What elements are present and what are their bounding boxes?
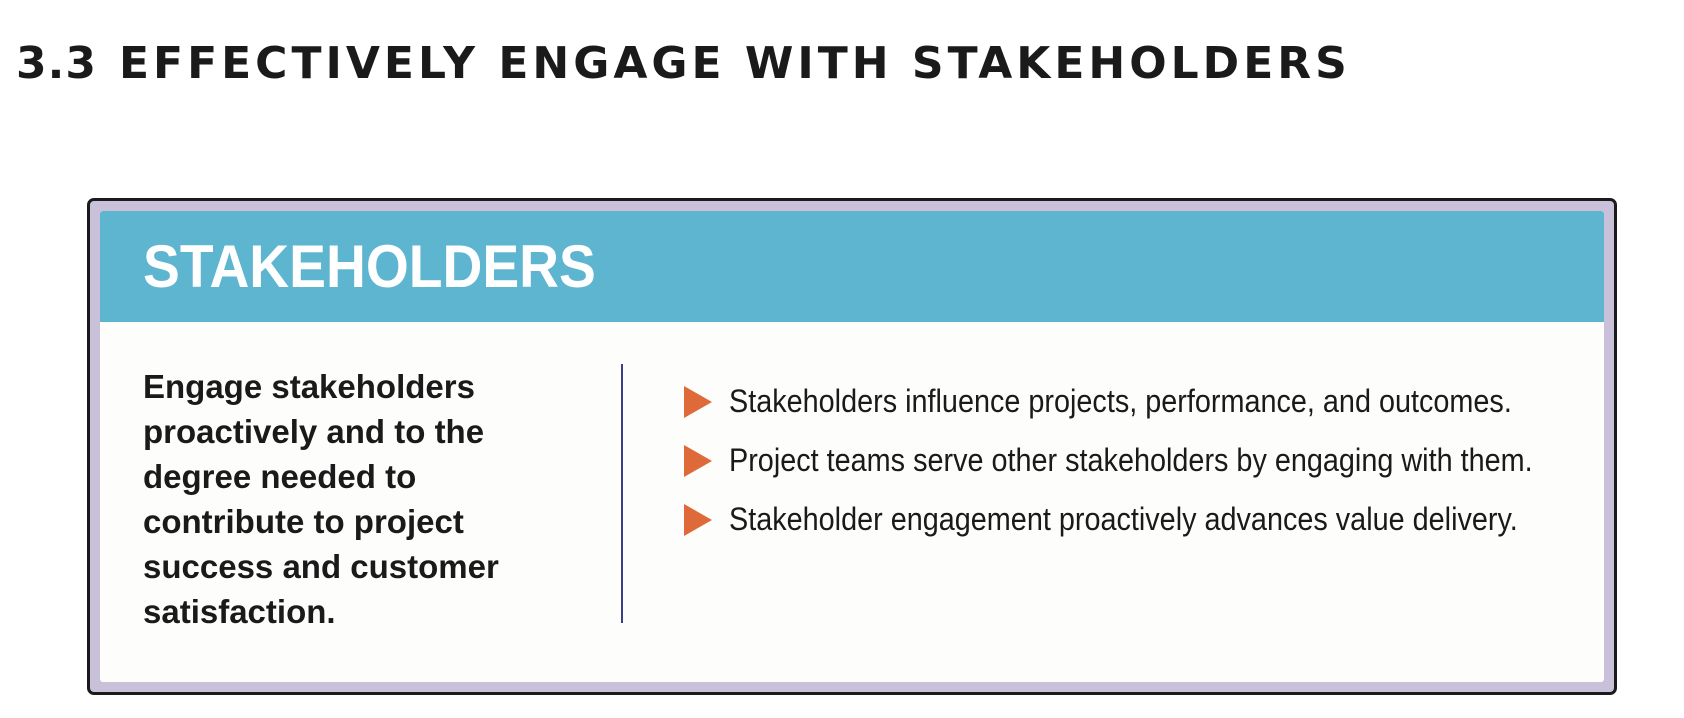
section-heading: 3.3 EFFECTIVELY ENGAGE WITH STAKEHOLDERS: [16, 38, 1351, 90]
key-points-list: Stakeholders influence projects, perform…: [684, 372, 1604, 549]
bullet-arrow-icon: [684, 503, 712, 536]
column-divider: [621, 364, 623, 623]
card-title: STAKEHOLDERS: [143, 233, 596, 300]
key-point: Stakeholders influence projects, perform…: [684, 372, 1604, 431]
section-number: 3.3: [16, 38, 97, 89]
principle-card: STAKEHOLDERS Engage stakeholders proacti…: [87, 198, 1617, 695]
key-point-text: Stakeholder engagement proactively advan…: [729, 501, 1518, 537]
card-body: Engage stakeholders proactively and to t…: [100, 322, 1604, 682]
bullet-arrow-icon: [684, 385, 712, 418]
principle-statement: Engage stakeholders proactively and to t…: [143, 368, 499, 630]
section-title: EFFECTIVELY ENGAGE WITH STAKEHOLDERS: [118, 38, 1351, 89]
card-header: STAKEHOLDERS: [100, 211, 1604, 322]
key-point: Project teams serve other stakeholders b…: [684, 431, 1604, 490]
key-point: Stakeholder engagement proactively advan…: [684, 490, 1604, 549]
key-point-text: Stakeholders influence projects, perform…: [729, 383, 1512, 419]
bullet-arrow-icon: [684, 444, 712, 477]
key-point-text: Project teams serve other stakeholders b…: [729, 442, 1533, 478]
card-inner: STAKEHOLDERS Engage stakeholders proacti…: [100, 211, 1604, 682]
